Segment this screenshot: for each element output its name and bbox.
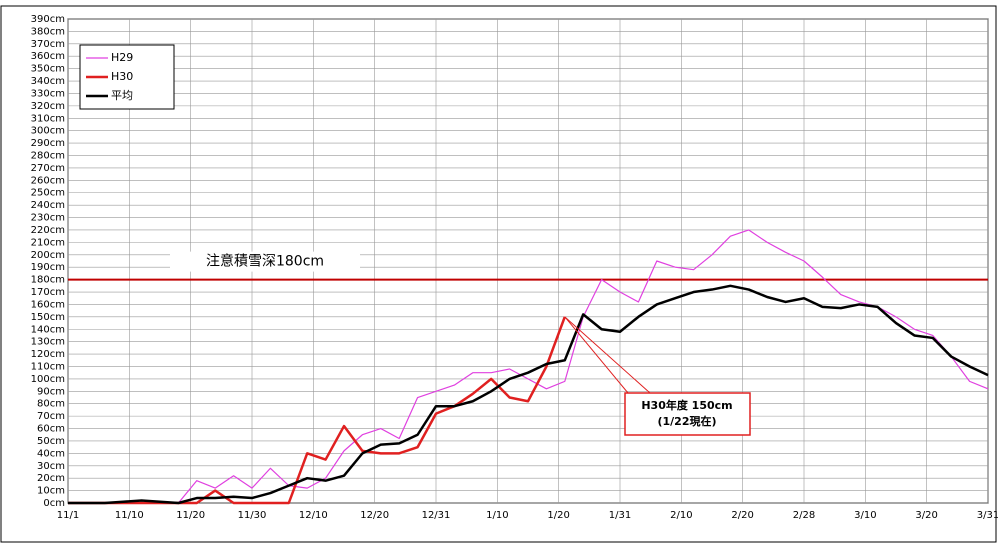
y-tick-label: 40cm [37,448,65,459]
y-tick-label: 60cm [37,424,65,435]
callout-leader [564,316,651,394]
y-tick-label: 120cm [31,349,65,360]
legend-label: H29 [111,51,133,64]
x-tick-label: 12/10 [299,510,328,521]
series-line [68,316,566,505]
y-tick-label: 0cm [43,498,65,509]
x-tick-label: 3/10 [854,510,876,521]
legend-label: H30 [111,70,133,83]
y-tick-label: 20cm [37,473,65,484]
y-tick-label: 240cm [31,200,65,211]
y-tick-label: 50cm [37,436,65,447]
y-tick-label: 160cm [31,299,65,310]
x-tick-label: 2/10 [670,510,692,521]
y-tick-label: 150cm [31,312,65,323]
y-tick-label: 330cm [31,88,65,99]
y-tick-label: 390cm [31,14,65,25]
x-tick-label: 1/31 [609,510,631,521]
x-tick-label: 2/28 [793,510,815,521]
y-tick-label: 200cm [31,250,65,261]
y-tick-label: 100cm [31,374,65,385]
y-tick-label: 190cm [31,262,65,273]
callout-text: H30年度 150cm [641,398,732,412]
y-tick-label: 310cm [31,113,65,124]
y-tick-label: 270cm [31,163,65,174]
y-tick-label: 140cm [31,324,65,335]
y-tick-label: 210cm [31,237,65,248]
y-tick-label: 320cm [31,101,65,112]
y-tick-label: 260cm [31,175,65,186]
callout-leader [564,316,629,394]
y-tick-label: 250cm [31,188,65,199]
y-tick-label: 340cm [31,76,65,87]
threshold-label-bg [170,251,360,272]
x-tick-label: 2/20 [731,510,753,521]
y-tick-label: 130cm [31,337,65,348]
y-tick-label: 300cm [31,126,65,137]
x-tick-label: 11/10 [115,510,144,521]
y-tick-label: 80cm [37,399,65,410]
x-tick-label: 3/20 [915,510,937,521]
x-tick-label: 1/10 [486,510,508,521]
y-tick-label: 230cm [31,213,65,224]
callout-text: (1/22現在) [657,414,716,428]
legend-label: 平均 [111,89,133,102]
y-tick-label: 290cm [31,138,65,149]
threshold-label: 注意積雪深180cm [206,253,324,270]
y-tick-label: 10cm [37,486,65,497]
x-tick-label: 3/31 [977,510,998,521]
y-tick-label: 350cm [31,64,65,75]
x-tick-label: 11/30 [238,510,267,521]
x-tick-label: 1/20 [547,510,569,521]
y-tick-label: 180cm [31,275,65,286]
x-tick-label: 12/20 [360,510,389,521]
y-tick-label: 370cm [31,39,65,50]
y-tick-label: 170cm [31,287,65,298]
series-line [68,229,989,504]
y-tick-label: 30cm [37,461,65,472]
y-tick-label: 110cm [31,361,65,372]
x-tick-label: 12/31 [422,510,451,521]
y-tick-label: 360cm [31,51,65,62]
y-tick-label: 90cm [37,386,65,397]
y-tick-label: 220cm [31,225,65,236]
x-tick-label: 11/1 [57,510,79,521]
series-line [68,284,989,505]
y-tick-label: 70cm [37,411,65,422]
y-tick-label: 380cm [31,26,65,37]
y-tick-label: 280cm [31,151,65,162]
frame [0,5,997,543]
callout-box [624,392,751,436]
x-tick-label: 11/20 [176,510,205,521]
